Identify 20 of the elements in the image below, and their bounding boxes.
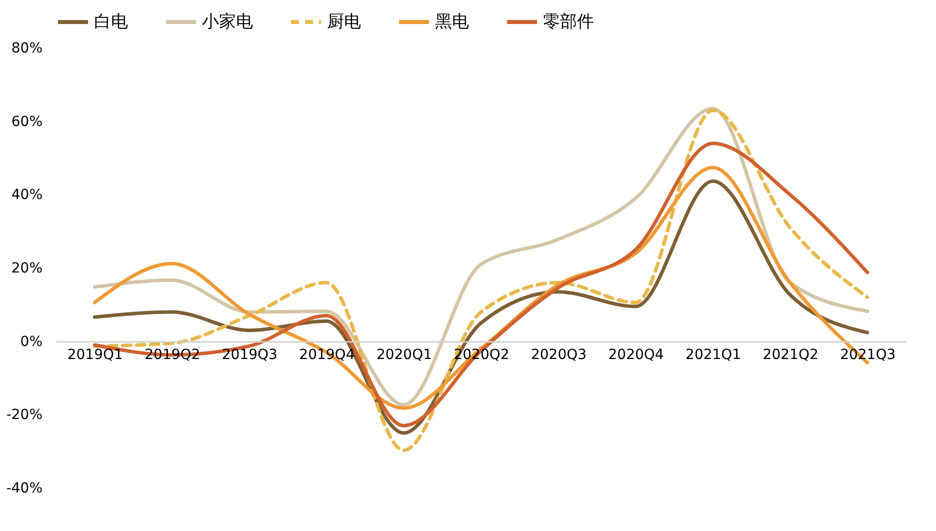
y-tick-label: 0%: [20, 334, 42, 350]
y-tick-label: -20%: [6, 407, 42, 424]
y-tick-label: -40%: [6, 480, 42, 496]
x-tick-label: 2020Q1: [376, 346, 432, 363]
x-tick-label: 2019Q2: [144, 346, 200, 363]
y-tick-label: 60%: [11, 114, 42, 130]
x-tick-label: 2020Q4: [608, 346, 664, 363]
legend-label: 零部件: [543, 12, 594, 32]
x-tick-label: 2021Q1: [686, 346, 742, 363]
x-tick-label: 2019Q3: [222, 346, 278, 363]
y-tick-label: 80%: [11, 40, 42, 56]
legend-label: 厨电: [327, 12, 361, 32]
x-tick-label: 2021Q2: [762, 346, 818, 363]
x-tick-label: 2020Q3: [530, 346, 587, 363]
x-tick-label: 2019Q1: [67, 346, 123, 363]
legend-label: 黑电: [435, 12, 469, 32]
legend-label: 小家电: [202, 12, 253, 32]
y-tick-label: 20%: [11, 260, 42, 276]
y-tick-label: 40%: [11, 187, 42, 204]
legend-label: 白电: [94, 12, 128, 32]
